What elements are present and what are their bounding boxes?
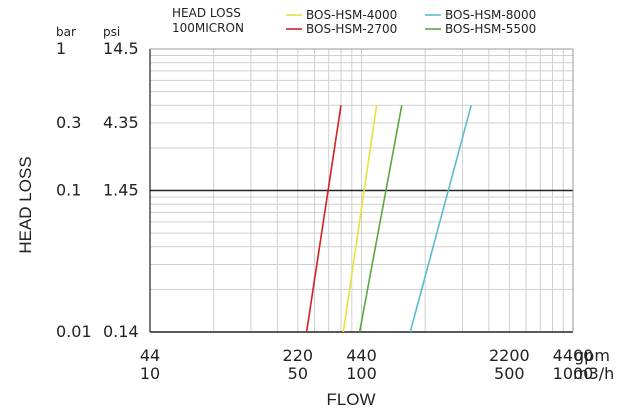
x-tick-label-m3h: 1000	[553, 364, 594, 383]
legend-label-bos-hsm-4000: BOS-HSM-4000	[306, 8, 397, 22]
series-lines	[305, 105, 472, 333]
y-tick-label-psi: 14.5	[103, 39, 139, 58]
y-unit-header-psi: psi	[103, 25, 120, 39]
x-tick-label-m3h: 10	[140, 364, 160, 383]
x-unit-header-gpm: gpm	[574, 346, 610, 365]
chart-subtitle: 100MICRON	[172, 21, 244, 35]
x-tick-label-gpm: 440	[346, 346, 377, 365]
major-gridlines	[149, 48, 574, 333]
x-unit-header-m3h: m3/h	[573, 364, 614, 383]
x-tick-label-gpm: 2200	[489, 346, 530, 365]
legend-label-bos-hsm-2700: BOS-HSM-2700	[306, 22, 397, 36]
x-tick-label-gpm: 4400	[553, 346, 594, 365]
y-tick-label-bar: 0.1	[56, 181, 81, 200]
y-tick-label-bar: 0.01	[56, 322, 92, 341]
x-tick-label-m3h: 100	[346, 364, 377, 383]
y-tick-label-psi: 1.45	[103, 181, 139, 200]
x-tick-label-m3h: 50	[288, 364, 308, 383]
legend-label-bos-hsm-5500: BOS-HSM-5500	[445, 22, 536, 36]
x-tick-label-gpm: 220	[283, 346, 314, 365]
y-unit-header-bar: bar	[56, 25, 76, 39]
x-tick-label-m3h: 500	[494, 364, 525, 383]
legend-label-bos-hsm-8000: BOS-HSM-8000	[445, 8, 536, 22]
chart-title: HEAD LOSS	[172, 6, 241, 20]
y-tick-label-bar: 0.3	[56, 113, 81, 132]
y-tick-label-psi: 4.35	[103, 113, 139, 132]
series-line-bos-hsm-2700	[305, 105, 342, 333]
series-line-bos-hsm-5500	[358, 105, 403, 333]
series-line-bos-hsm-8000	[409, 105, 472, 333]
x-axis-title: FLOW	[326, 390, 375, 409]
series-line-bos-hsm-4000	[342, 105, 378, 333]
y-axis-title: HEAD LOSS	[16, 156, 35, 253]
x-tick-label-gpm: 44	[140, 346, 160, 365]
y-tick-labels: 1 14.5 0.3 4.35 0.1 1.45 0.01 0.14	[56, 39, 139, 341]
y-tick-label-bar: 1	[56, 39, 66, 58]
y-tick-label-psi: 0.14	[103, 322, 139, 341]
